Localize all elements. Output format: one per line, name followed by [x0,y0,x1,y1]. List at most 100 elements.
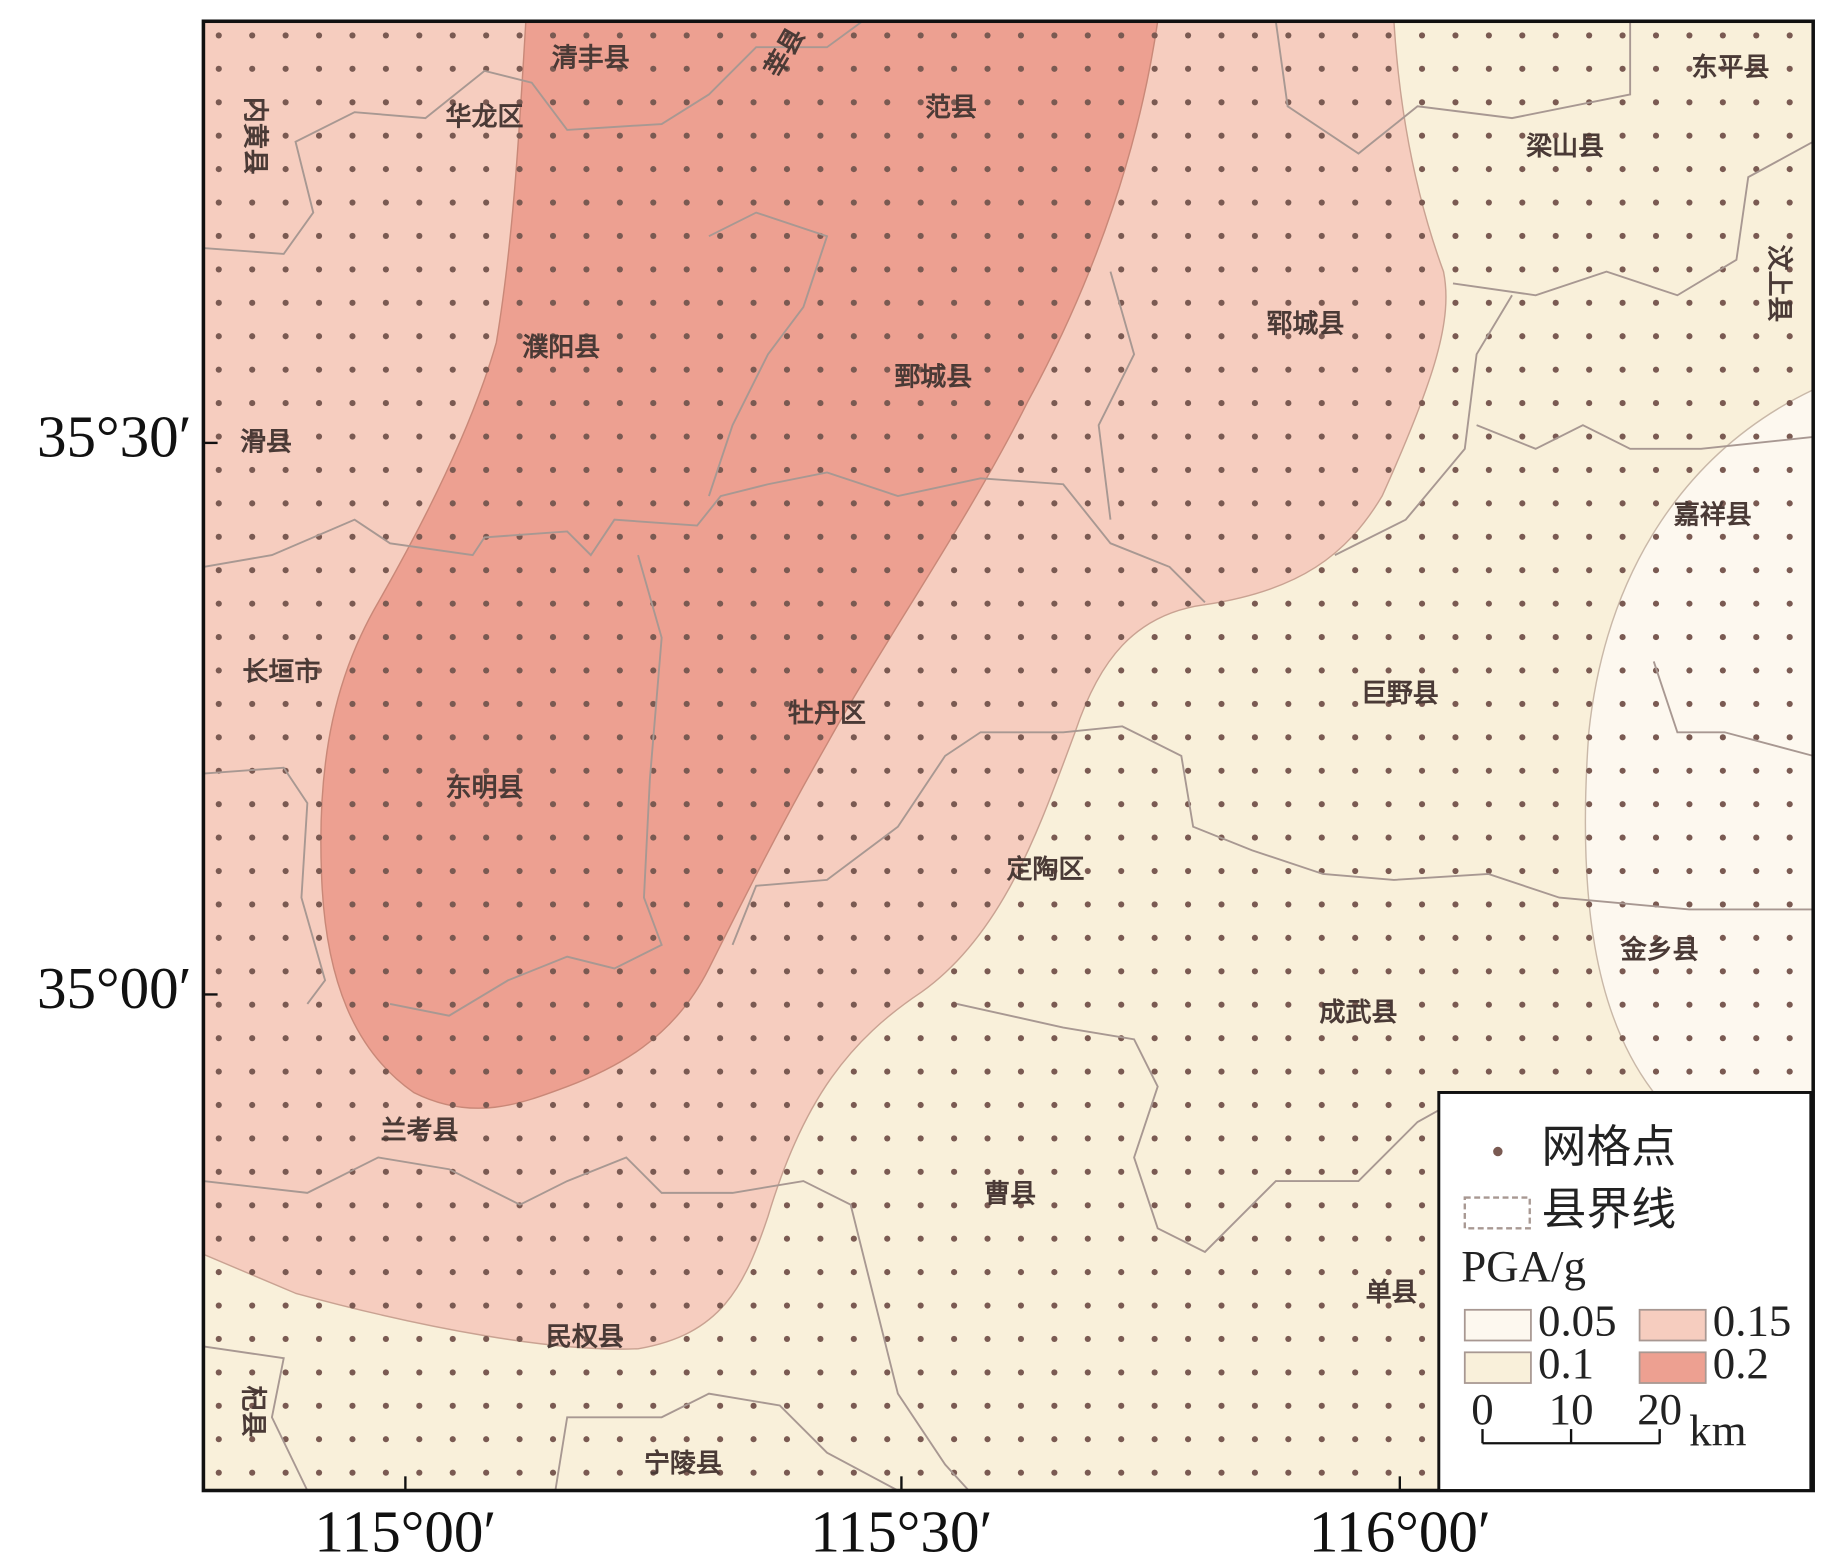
grid-point [850,533,857,540]
grid-point [349,232,356,240]
grid-point [1251,65,1258,72]
grid-point [1652,366,1660,373]
grid-point [817,266,824,273]
grid-point [951,533,958,540]
region-label: 巨野县 [1361,679,1439,709]
grid-point [683,567,690,574]
grid-point [1184,1335,1192,1343]
grid-point [1118,1402,1125,1409]
region-label: 汶上县 [1763,244,1794,322]
grid-point [382,199,389,206]
grid-point [1385,1068,1392,1075]
grid-point [1084,333,1091,340]
grid-point [783,1402,791,1409]
grid-point [1051,299,1058,306]
grid-point [349,199,356,206]
grid-point [315,834,323,841]
region-label: 华龙区 [446,102,524,133]
grid-point [282,834,289,841]
grid-point [1184,700,1192,707]
grid-point [349,65,356,72]
grid-point [951,867,958,875]
grid-point [1552,600,1559,607]
grid-point [382,400,389,407]
grid-point [817,767,824,774]
region-label: 曹县 [984,1180,1036,1210]
grid-point [1251,1001,1258,1008]
grid-point [1753,433,1760,440]
grid-point [1519,266,1526,273]
grid-point [282,1202,289,1209]
grid-point [1619,633,1626,641]
legend-dot [1493,1146,1503,1157]
grid-point [1318,1068,1325,1075]
grid-point [1285,767,1292,774]
grid-point [1118,1101,1125,1109]
grid-point [850,333,857,340]
grid-point [650,1001,657,1008]
grid-point [1619,466,1626,474]
grid-point [1184,633,1192,641]
grid-point [1686,734,1693,741]
grid-point [282,1469,289,1476]
grid-point [783,867,791,875]
grid-point [516,400,523,407]
grid-point [1084,901,1091,908]
grid-point [1318,934,1325,941]
grid-point [1452,299,1459,306]
grid-point [1352,99,1359,106]
grid-point [1452,934,1459,941]
grid-point [884,1335,891,1343]
grid-point [1084,232,1091,240]
grid-point [1619,1035,1626,1042]
grid-point [1619,834,1626,841]
grid-point [1352,1402,1359,1409]
grid-point [1285,667,1292,674]
grid-point [1753,500,1760,507]
grid-point [951,266,958,273]
grid-point [315,500,323,507]
grid-point [549,400,557,407]
grid-point [1151,533,1158,540]
grid-point [1118,734,1125,741]
grid-point [583,700,590,707]
grid-point [349,1001,356,1008]
grid-point [1519,132,1526,139]
grid-point [516,333,523,340]
grid-point [349,1469,356,1476]
grid-point [1084,400,1091,407]
grid-point [382,1101,389,1109]
grid-point [416,767,423,774]
grid-point [1051,801,1058,808]
grid-point [583,533,590,540]
grid-point [984,400,991,407]
grid-point [1519,299,1526,306]
grid-point [951,132,958,139]
grid-point [984,667,991,674]
grid-point [349,533,356,540]
grid-point [449,99,456,106]
grid-point [1051,1202,1058,1209]
grid-point [1118,1369,1125,1376]
grid-point [1151,1436,1158,1443]
grid-point [449,901,456,908]
grid-point [1753,199,1760,206]
grid-point [884,1436,891,1443]
grid-point [249,1068,256,1075]
grid-point [1251,968,1258,975]
grid-point [1352,266,1359,273]
grid-point [1352,567,1359,574]
grid-point [884,166,891,173]
grid-point [917,1402,924,1409]
grid-point [483,1035,490,1042]
grid-point [1519,567,1526,574]
grid-point [1552,199,1559,206]
region-label: 郓城县 [1266,309,1344,339]
grid-point [1418,1436,1426,1443]
grid-point [1051,734,1058,741]
grid-point [1418,1101,1426,1109]
grid-point [683,533,690,540]
grid-point [1586,934,1593,941]
grid-point [750,567,757,574]
grid-point [817,132,824,139]
